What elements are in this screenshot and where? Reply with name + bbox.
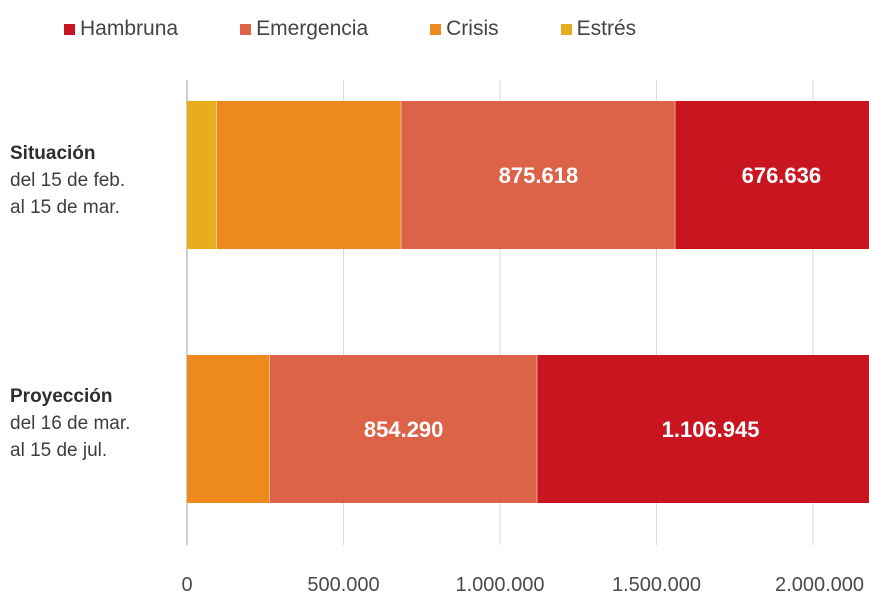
data-label: 875.618 <box>499 163 579 188</box>
x-tick-label: 500.000 <box>307 574 379 596</box>
legend-item-crisis: Crisis <box>430 17 499 41</box>
legend-label: Estrés <box>576 17 637 40</box>
legend-swatch <box>560 23 572 35</box>
category-label-proyeccion: Proyección del 16 de mar. al 15 de jul. <box>10 383 130 464</box>
legend-swatch <box>430 23 442 35</box>
data-label: 854.290 <box>364 417 444 442</box>
x-tick-label: 2.000.000 <box>775 574 864 596</box>
legend-item-emergencia: Emergencia <box>240 17 368 41</box>
legend-item-estres: Estrés <box>560 17 637 41</box>
bar-crisis-situacion <box>216 101 402 249</box>
category-subtitle: al 15 de mar. <box>10 197 120 218</box>
legend-item-hambruna: Hambruna <box>64 17 178 41</box>
legend-swatch <box>240 23 252 35</box>
category-title: Situación <box>10 143 96 164</box>
x-tick-label: 1.500.000 <box>612 574 701 596</box>
legend-label: Emergencia <box>256 17 369 40</box>
bar-emergencia-proyeccion <box>269 355 538 503</box>
bar-hambruna-situacion <box>675 101 869 249</box>
legend-label: Hambruna <box>80 17 179 40</box>
category-subtitle: al 15 de jul. <box>10 440 108 461</box>
category-label-situacion: Situación del 15 de feb. al 15 de mar. <box>10 140 125 221</box>
category-subtitle: del 15 de feb. <box>10 170 126 191</box>
legend-swatch <box>64 23 75 35</box>
x-tick-label: 1.000.000 <box>456 574 545 596</box>
legend-label: Crisis <box>446 17 499 40</box>
bar-estres-situacion <box>187 101 217 249</box>
x-tick-label: 0 <box>181 574 192 596</box>
bar-emergencia-situacion <box>401 101 676 249</box>
bar-crisis-proyeccion <box>187 355 270 503</box>
chart-legend: Hambruna Emergencia Crisis Estrés <box>64 14 698 44</box>
data-label: 676.636 <box>742 163 822 188</box>
data-label: 1.106.945 <box>662 417 760 442</box>
category-title: Proyección <box>10 386 113 407</box>
bar-hambruna-proyeccion <box>537 355 869 503</box>
category-subtitle: del 16 de mar. <box>10 413 131 434</box>
